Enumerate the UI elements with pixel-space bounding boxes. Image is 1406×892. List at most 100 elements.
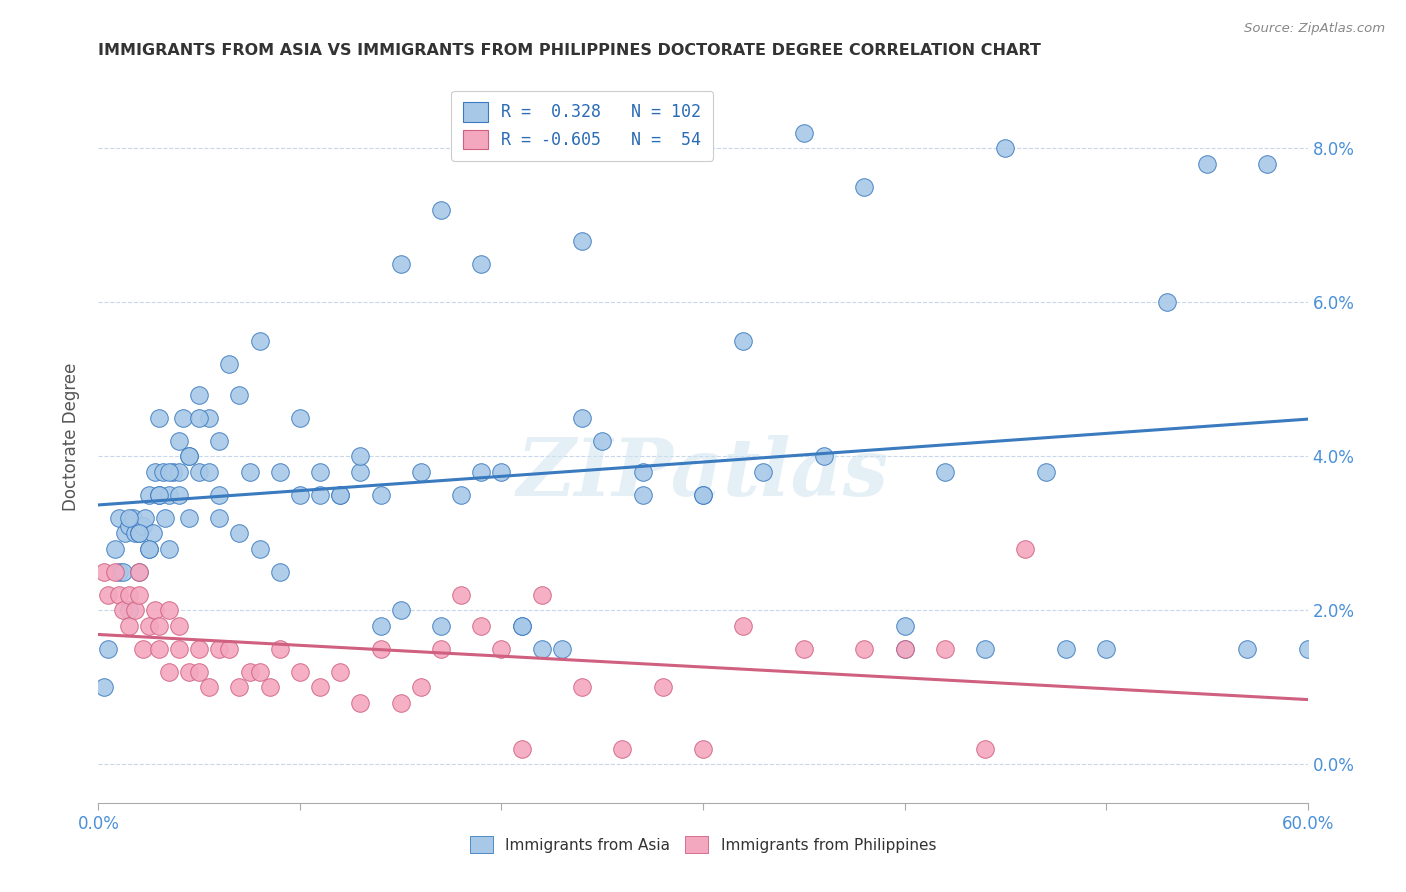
Point	[142, 526, 165, 541]
Point	[430, 618, 453, 632]
Point	[692, 488, 714, 502]
Text: IMMIGRANTS FROM ASIA VS IMMIGRANTS FROM PHILIPPINES DOCTORATE DEGREE CORRELATION: IMMIGRANTS FROM ASIA VS IMMIGRANTS FROM …	[98, 43, 1042, 58]
Point	[153, 511, 176, 525]
Point	[128, 526, 150, 541]
Point	[370, 618, 392, 632]
Point	[157, 541, 180, 556]
Point	[167, 488, 190, 502]
Point	[551, 641, 574, 656]
Point	[530, 641, 553, 656]
Point	[128, 565, 150, 579]
Text: Source: ZipAtlas.com: Source: ZipAtlas.com	[1244, 22, 1385, 36]
Point	[309, 465, 332, 479]
Point	[128, 526, 150, 541]
Point	[309, 488, 332, 502]
Point	[974, 742, 997, 756]
Point	[228, 526, 250, 541]
Point	[179, 511, 201, 525]
Point	[370, 488, 392, 502]
Point	[172, 410, 194, 425]
Point	[249, 541, 271, 556]
Point	[167, 465, 190, 479]
Point	[118, 603, 141, 617]
Point	[591, 434, 613, 448]
Point	[309, 681, 332, 695]
Point	[198, 681, 221, 695]
Point	[218, 357, 240, 371]
Point	[157, 665, 180, 679]
Point	[118, 588, 141, 602]
Point	[571, 234, 593, 248]
Point	[118, 511, 141, 525]
Point	[228, 388, 250, 402]
Point	[1195, 157, 1218, 171]
Point	[349, 696, 371, 710]
Text: ZIPatlas: ZIPatlas	[517, 435, 889, 512]
Point	[853, 179, 876, 194]
Point	[510, 742, 533, 756]
Point	[107, 511, 129, 525]
Point	[97, 588, 120, 602]
Point	[179, 450, 201, 464]
Point	[128, 565, 150, 579]
Point	[143, 603, 166, 617]
Point	[974, 641, 997, 656]
Point	[148, 641, 170, 656]
Point	[329, 488, 352, 502]
Point	[107, 588, 129, 602]
Point	[188, 665, 211, 679]
Point	[692, 742, 714, 756]
Point	[103, 541, 125, 556]
Point	[198, 410, 221, 425]
Point	[188, 410, 211, 425]
Point	[470, 465, 492, 479]
Point	[148, 618, 170, 632]
Point	[239, 465, 262, 479]
Y-axis label: Doctorate Degree: Doctorate Degree	[62, 363, 80, 511]
Point	[612, 742, 634, 756]
Point	[752, 465, 775, 479]
Point	[134, 511, 156, 525]
Point	[571, 681, 593, 695]
Point	[349, 450, 371, 464]
Point	[259, 681, 281, 695]
Point	[491, 465, 513, 479]
Point	[269, 565, 291, 579]
Point	[793, 126, 815, 140]
Point	[157, 465, 180, 479]
Point	[124, 526, 146, 541]
Point	[430, 202, 453, 217]
Point	[167, 434, 190, 448]
Point	[118, 518, 141, 533]
Point	[269, 641, 291, 656]
Point	[349, 465, 371, 479]
Point	[853, 641, 876, 656]
Point	[249, 334, 271, 348]
Point	[893, 641, 915, 656]
Point	[167, 618, 190, 632]
Point	[651, 681, 673, 695]
Point	[249, 665, 271, 679]
Point	[208, 511, 231, 525]
Point	[167, 641, 190, 656]
Point	[409, 465, 432, 479]
Point	[157, 603, 180, 617]
Point	[138, 541, 160, 556]
Point	[893, 618, 915, 632]
Point	[148, 410, 170, 425]
Point	[188, 641, 211, 656]
Point	[1256, 157, 1278, 171]
Point	[1156, 295, 1178, 310]
Point	[692, 488, 714, 502]
Point	[389, 603, 412, 617]
Point	[813, 450, 835, 464]
Point	[329, 488, 352, 502]
Point	[934, 465, 956, 479]
Point	[111, 603, 134, 617]
Point	[188, 388, 211, 402]
Point	[138, 541, 160, 556]
Point	[179, 665, 201, 679]
Point	[1236, 641, 1258, 656]
Point	[1095, 641, 1118, 656]
Point	[121, 511, 143, 525]
